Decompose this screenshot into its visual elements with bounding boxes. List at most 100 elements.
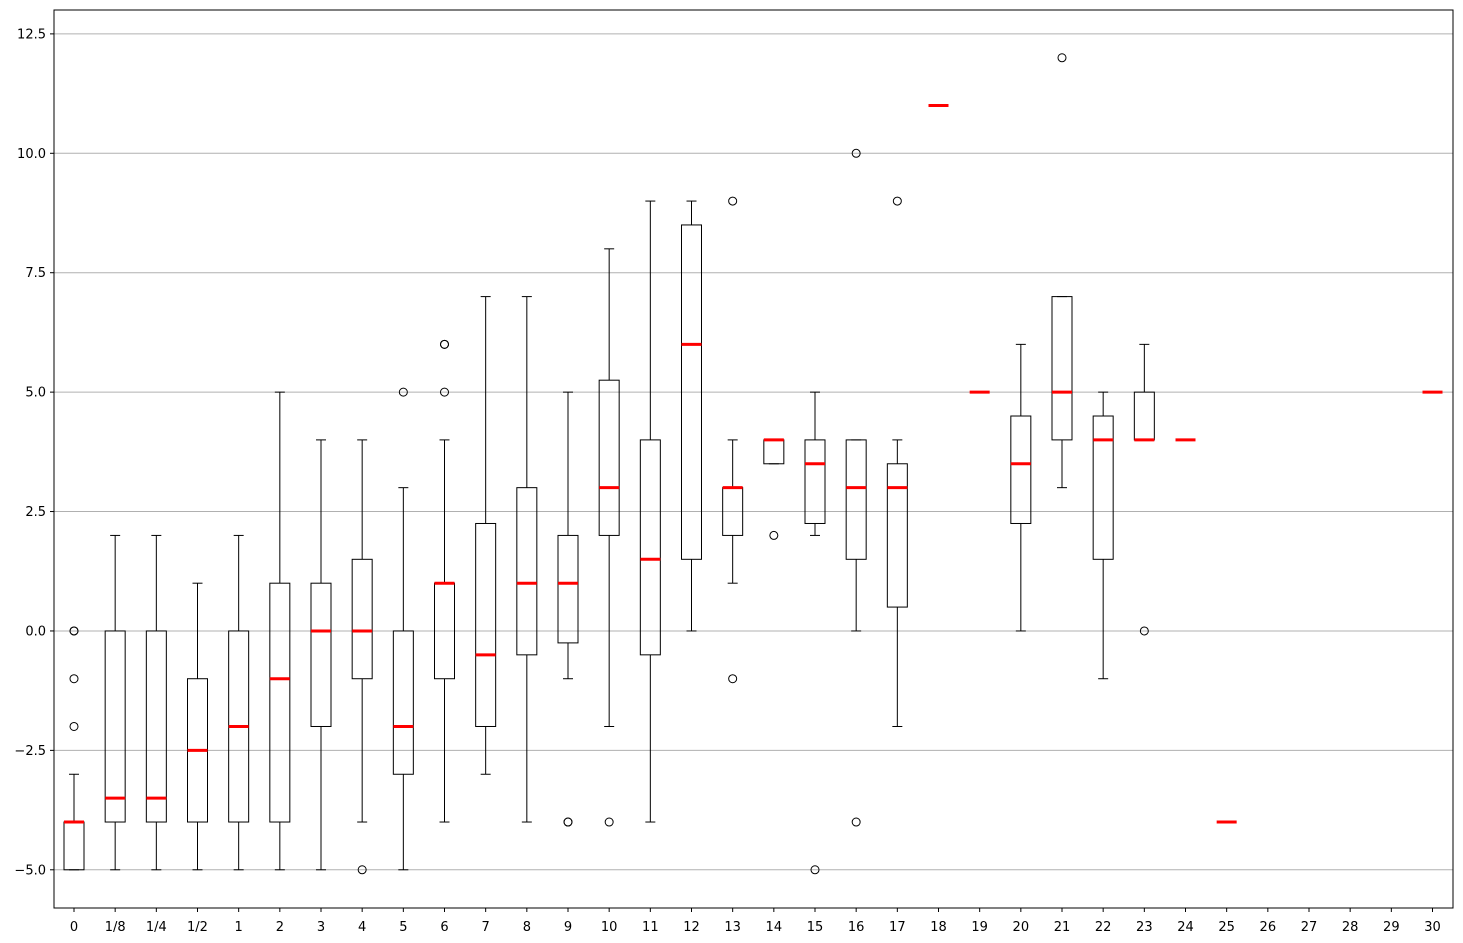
box-body bbox=[804, 439, 826, 524]
x-tick-label: 12 bbox=[683, 920, 700, 935]
box-body bbox=[310, 582, 332, 727]
x-tick-label: 29 bbox=[1383, 920, 1400, 935]
y-axis: −5.0 −2.5 0.0 2.5 5.0 7.5 10.0 12.5 bbox=[14, 27, 54, 878]
x-tick-label: 1/4 bbox=[146, 920, 167, 935]
flier-point bbox=[604, 817, 614, 827]
box-body bbox=[145, 630, 167, 823]
box-16 bbox=[845, 148, 867, 827]
x-tick-label: 11 bbox=[642, 920, 659, 935]
flier-point bbox=[398, 387, 408, 397]
box-1/2 bbox=[187, 582, 208, 871]
x-tick-label: 9 bbox=[564, 920, 572, 935]
box-body bbox=[351, 558, 373, 680]
x-tick-label: 1/2 bbox=[187, 920, 208, 935]
box-11 bbox=[639, 200, 661, 823]
x-tick-label: 25 bbox=[1218, 920, 1235, 935]
flier-point bbox=[769, 530, 779, 540]
box-14 bbox=[763, 438, 785, 540]
box-10 bbox=[598, 248, 620, 827]
x-tick-label: 1/8 bbox=[105, 920, 126, 935]
box-17 bbox=[886, 196, 908, 727]
box-20 bbox=[1010, 343, 1032, 632]
x-tick-label: 18 bbox=[930, 920, 947, 935]
box-7 bbox=[475, 296, 497, 775]
y-tick-label: 12.5 bbox=[17, 27, 46, 42]
box-body bbox=[557, 534, 579, 644]
flier-point bbox=[440, 387, 449, 397]
box-body bbox=[886, 463, 908, 608]
flier-point bbox=[810, 865, 820, 875]
box-body bbox=[1010, 415, 1032, 524]
flier-point bbox=[728, 196, 738, 206]
box-2 bbox=[269, 391, 291, 871]
x-tick-label: 5 bbox=[399, 920, 407, 935]
flier-point bbox=[1139, 626, 1149, 636]
x-tick-label: 8 bbox=[523, 920, 531, 935]
x-tick-label: 27 bbox=[1301, 920, 1318, 935]
box-body bbox=[1051, 296, 1073, 441]
x-tick-label: 16 bbox=[848, 920, 865, 935]
box-body bbox=[1092, 415, 1114, 560]
flier-point bbox=[728, 674, 738, 684]
axes-frame bbox=[53, 9, 1454, 909]
box-body bbox=[63, 821, 85, 871]
box-body bbox=[763, 439, 785, 465]
x-tick-label: 10 bbox=[601, 920, 618, 935]
x-tick-label: 22 bbox=[1095, 920, 1112, 935]
x-tick-label: 30 bbox=[1424, 920, 1441, 935]
box-21 bbox=[1051, 53, 1073, 489]
x-tick-label: 20 bbox=[1013, 920, 1030, 935]
box-1/4 bbox=[145, 534, 167, 871]
x-tick-label: 24 bbox=[1177, 920, 1194, 935]
box-8 bbox=[516, 296, 538, 823]
x-tick-label: 0 bbox=[70, 920, 78, 935]
box-body bbox=[1133, 391, 1155, 441]
y-tick-label: 0.0 bbox=[25, 624, 46, 639]
box-body bbox=[845, 439, 867, 560]
box-0 bbox=[63, 626, 85, 871]
x-tick-label: 21 bbox=[1054, 920, 1071, 935]
x-tick-label: 19 bbox=[971, 920, 988, 935]
box-22 bbox=[1092, 391, 1114, 680]
flier-point bbox=[1057, 53, 1067, 63]
x-axis: 0 1/8 1/4 1/2 1 2 3 4 5 6 7 8 9 10 11 12 13 14 15 16 17 18 19 2… bbox=[70, 908, 1441, 935]
y-tick-label: −5.0 bbox=[14, 863, 46, 878]
x-tick-label: 14 bbox=[766, 920, 783, 935]
flier-point bbox=[563, 817, 573, 827]
y-tick-label: 5.0 bbox=[25, 386, 46, 401]
x-tick-label: 1 bbox=[235, 920, 243, 935]
x-tick-label: 3 bbox=[317, 920, 325, 935]
flier-point bbox=[892, 196, 902, 206]
box-body bbox=[392, 630, 414, 775]
box-1/8 bbox=[104, 534, 126, 871]
y-tick-label: −2.5 bbox=[14, 744, 46, 759]
flier-point bbox=[357, 865, 367, 875]
box-23 bbox=[1133, 343, 1155, 636]
flier-point bbox=[851, 148, 861, 158]
box-body bbox=[104, 630, 126, 823]
x-tick-label: 23 bbox=[1136, 920, 1153, 935]
boxes bbox=[63, 53, 1443, 875]
flier-point bbox=[69, 626, 79, 636]
box-6 bbox=[434, 339, 455, 823]
flier-point bbox=[69, 674, 79, 684]
x-tick-label: 17 bbox=[889, 920, 906, 935]
y-tick-label: 10.0 bbox=[17, 147, 46, 162]
box-5 bbox=[392, 387, 414, 871]
flier-point bbox=[851, 817, 861, 827]
box-body bbox=[639, 439, 661, 656]
x-tick-label: 13 bbox=[724, 920, 741, 935]
gridlines bbox=[54, 33, 1453, 871]
x-tick-label: 28 bbox=[1342, 920, 1359, 935]
x-tick-label: 26 bbox=[1260, 920, 1277, 935]
flier-point bbox=[440, 339, 449, 349]
y-tick-label: 7.5 bbox=[25, 266, 46, 281]
box-body bbox=[681, 224, 702, 560]
x-tick-label: 4 bbox=[358, 920, 366, 935]
box-15 bbox=[804, 391, 826, 875]
box-4 bbox=[351, 439, 373, 875]
x-tick-label: 2 bbox=[276, 920, 284, 935]
x-tick-label: 15 bbox=[807, 920, 824, 935]
box-12 bbox=[681, 200, 702, 632]
